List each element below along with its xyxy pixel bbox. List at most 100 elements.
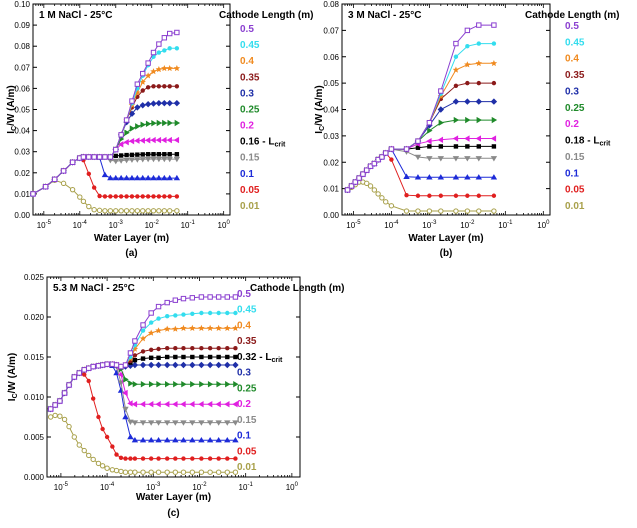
data-point [123,139,129,146]
data-point [101,171,109,178]
data-point [232,361,239,369]
data-point [91,154,97,160]
series-0.5 [47,294,239,412]
data-point [173,456,178,461]
data-point [96,207,103,214]
data-point [163,361,171,369]
data-point [427,193,432,198]
legend-label: 0.3 [565,86,579,97]
data-point [352,179,359,185]
data-point [113,146,119,153]
data-point [77,194,83,200]
data-point [155,174,163,181]
data-point [112,158,119,165]
data-point [151,120,157,127]
data-point [173,174,181,181]
data-point [123,376,129,383]
data-point [375,191,381,197]
data-point [161,136,167,144]
data-point [189,401,195,408]
data-point [173,64,181,72]
data-point [140,88,145,93]
data-point [415,193,421,198]
data-point [124,129,130,136]
data-point [127,419,134,425]
data-point [371,187,378,193]
data-point [145,120,152,128]
data-point [76,370,82,376]
data-point [174,119,181,127]
data-point [132,358,138,363]
legend-label: 0.15 [565,152,585,163]
data-point [123,174,130,181]
data-point [71,434,78,440]
data-point [117,387,125,393]
data-point [114,452,119,457]
x-tick-label: 10-2 [145,220,160,230]
data-point [52,412,58,419]
data-point [189,469,196,475]
legend-label: 0.01 [565,201,585,212]
data-point [491,41,497,46]
data-point [181,354,186,360]
data-point [96,154,103,160]
data-point [491,80,497,86]
legend-label: 0.32 - Lcrit [237,352,283,364]
data-point [216,381,222,388]
data-point [155,469,162,475]
data-point [117,174,125,181]
data-point [148,347,154,352]
data-point [66,423,72,430]
data-point [155,99,163,107]
data-point [132,381,139,388]
data-point [453,144,459,149]
data-point [155,361,162,369]
data-point [112,174,119,181]
data-point [61,390,68,396]
data-point [465,44,470,49]
legend-label: 0.45 [240,40,260,51]
chart-title: 3 M NaCl - 25°C [348,10,421,21]
data-point [453,83,459,88]
data-point [80,198,87,204]
data-point [173,381,179,388]
data-point [189,420,196,426]
data-point [132,456,138,461]
data-point [174,152,180,157]
legend-label: 0.01 [237,462,257,473]
data-point [224,294,230,300]
y-tick-label: 0.10 [14,0,30,9]
data-point [207,381,214,388]
data-point [86,154,92,160]
data-point [166,174,173,181]
legend-label: 0.25 [240,104,260,115]
series-line [50,327,236,410]
data-point [140,70,146,77]
data-point [180,420,187,426]
series-0.5 [30,29,180,197]
legend-label: 0.3 [240,88,254,99]
data-point [122,389,128,397]
data-point [167,152,172,157]
data-point [113,362,120,368]
data-point [161,64,168,72]
data-point [102,208,108,214]
data-point [139,157,146,163]
data-point [233,354,238,360]
chart-title: 1 M NaCl - 25°C [39,10,112,21]
data-point [90,363,96,370]
data-point [199,354,204,360]
data-point [95,460,102,467]
data-point [71,374,78,380]
data-point [139,137,145,144]
data-point [490,174,498,180]
data-point [233,456,238,461]
x-tick-label: 100 [286,482,299,492]
data-point [224,420,231,426]
data-point [156,316,161,321]
data-point [140,322,146,328]
data-point [426,174,433,180]
data-point [167,30,173,37]
data-point [140,208,146,214]
